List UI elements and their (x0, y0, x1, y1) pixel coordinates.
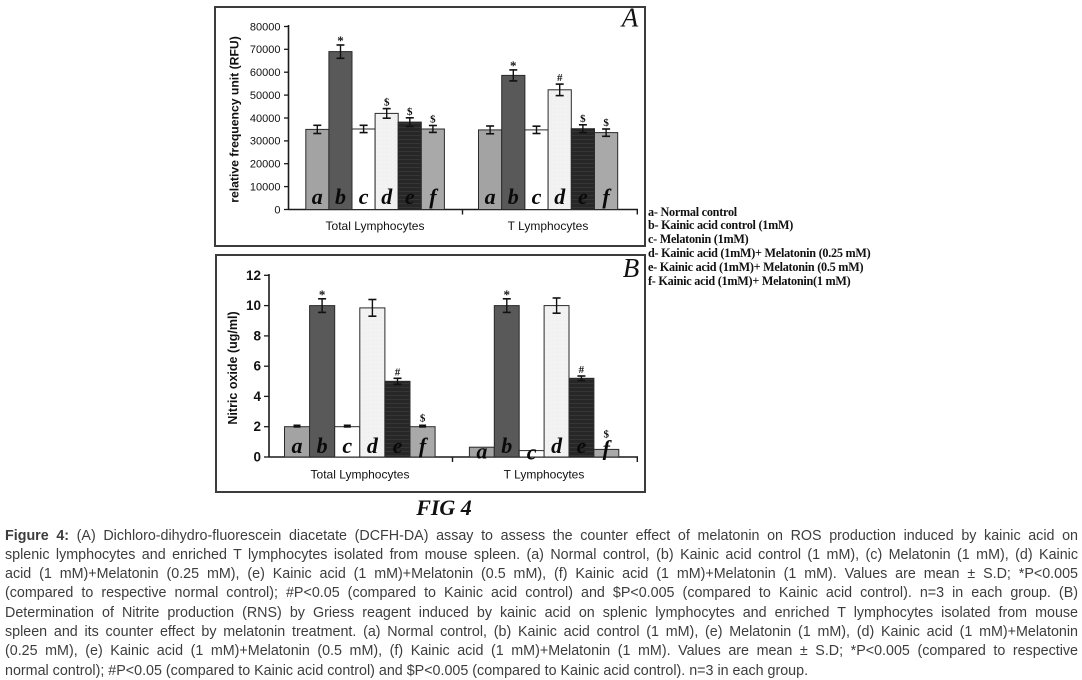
svg-text:$: $ (407, 106, 413, 118)
svg-text:$: $ (420, 413, 426, 425)
svg-text:B: B (623, 254, 640, 283)
svg-text:c: c (342, 433, 352, 458)
svg-text:c: c (359, 184, 369, 209)
svg-text:e: e (405, 184, 415, 209)
svg-text:60000: 60000 (250, 67, 281, 79)
svg-text:80000: 80000 (250, 21, 281, 33)
svg-text:4: 4 (253, 389, 261, 404)
svg-text:20000: 20000 (250, 159, 281, 171)
svg-text:f: f (602, 184, 612, 209)
svg-text:f: f (603, 436, 613, 461)
svg-text:12: 12 (246, 268, 261, 283)
svg-text:relative frequency unit (RFU): relative frequency unit (RFU) (228, 36, 242, 203)
svg-text:*: * (319, 287, 326, 302)
svg-text:$: $ (430, 114, 436, 126)
svg-text:A: A (620, 6, 639, 33)
svg-text:T Lymphocytes: T Lymphocytes (508, 219, 589, 233)
svg-text:f: f (419, 433, 429, 458)
svg-text:*: * (337, 33, 344, 48)
svg-text:0: 0 (253, 450, 261, 465)
svg-text:a: a (485, 184, 496, 209)
svg-text:e: e (393, 433, 403, 458)
svg-text:e: e (577, 433, 587, 458)
svg-text:c: c (532, 184, 542, 209)
svg-text:70000: 70000 (250, 44, 281, 56)
svg-text:*: * (504, 287, 511, 302)
svg-text:d: d (367, 433, 379, 458)
svg-text:d: d (381, 184, 393, 209)
svg-text:$: $ (603, 117, 609, 129)
svg-text:c: c (527, 440, 537, 465)
svg-text:$: $ (580, 113, 586, 125)
svg-text:Total Lymphocytes: Total Lymphocytes (326, 219, 425, 233)
svg-text:b: b (508, 184, 519, 209)
svg-text:b: b (501, 433, 512, 458)
svg-text:e: e (578, 184, 588, 209)
svg-text:d: d (554, 184, 566, 209)
svg-text:6: 6 (253, 359, 261, 374)
svg-text:a: a (292, 433, 303, 458)
svg-text:Nitric oxide (ug/ml): Nitric oxide (ug/ml) (226, 311, 240, 424)
svg-text:30000: 30000 (250, 136, 281, 148)
svg-text:a: a (312, 184, 323, 209)
svg-text:a: a (476, 439, 487, 464)
svg-text:50000: 50000 (250, 90, 281, 102)
svg-text:40000: 40000 (250, 113, 281, 125)
svg-text:#: # (557, 72, 563, 84)
svg-text:b: b (317, 433, 328, 458)
svg-text:b: b (335, 184, 346, 209)
svg-text:T Lymphocytes: T Lymphocytes (504, 468, 585, 482)
svg-text:#: # (579, 364, 585, 376)
svg-text:0: 0 (274, 204, 280, 216)
svg-text:*: * (510, 58, 517, 73)
svg-text:#: # (395, 366, 401, 378)
svg-text:$: $ (384, 97, 390, 109)
svg-text:$: $ (604, 428, 610, 440)
svg-text:8: 8 (253, 328, 261, 343)
svg-text:f: f (429, 184, 439, 209)
svg-text:10000: 10000 (250, 181, 281, 193)
svg-text:d: d (551, 433, 563, 458)
svg-text:2: 2 (253, 419, 261, 434)
svg-text:Total Lymphocytes: Total Lymphocytes (311, 468, 410, 482)
svg-text:10: 10 (246, 298, 261, 313)
